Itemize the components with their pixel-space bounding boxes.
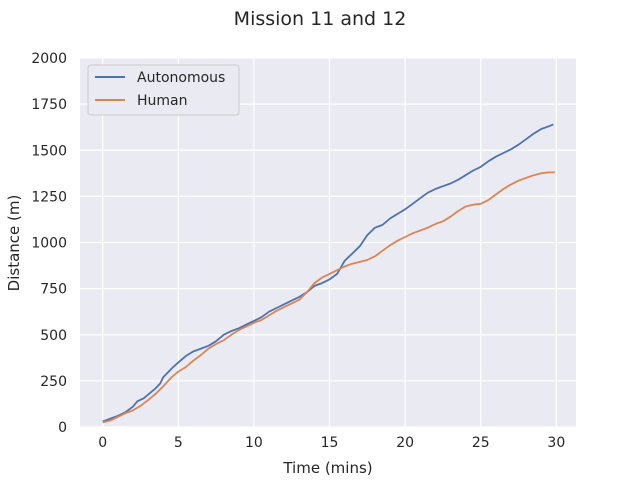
- y-tick-label: 1750: [31, 97, 67, 113]
- chart-title: Mission 11 and 12: [234, 8, 407, 30]
- legend: Autonomous Human: [87, 64, 240, 116]
- x-tick-label: 25: [472, 435, 490, 451]
- x-tick-label: 10: [245, 435, 263, 451]
- x-tick-label: 5: [174, 435, 183, 451]
- x-tick-label: 0: [98, 435, 107, 451]
- x-tick-label: 15: [321, 435, 339, 451]
- legend-label-autonomous: Autonomous: [137, 70, 225, 86]
- y-axis-label: Distance (m): [5, 195, 23, 292]
- legend-label-human: Human: [137, 93, 188, 109]
- y-tick-label: 750: [40, 282, 67, 298]
- y-tick-label: 500: [40, 328, 67, 344]
- y-tick-label: 1500: [31, 143, 67, 159]
- y-tick-label: 0: [58, 420, 67, 436]
- x-tick-label: 20: [396, 435, 414, 451]
- series-line-autonomous: [102, 123, 554, 423]
- y-tick-label: 1000: [31, 236, 67, 252]
- y-tick-label: 250: [40, 374, 67, 390]
- grid: [80, 57, 576, 428]
- series-line-human: [102, 171, 555, 424]
- tick-labels: 0 5 10 15 20 25 30 0 250 500 750 1000 1250 1500 1750 20…: [31, 51, 565, 451]
- series-group: [102, 123, 555, 424]
- y-tick-label: 1250: [31, 189, 67, 205]
- legend-box: [87, 64, 240, 116]
- x-axis-label: Time (mins): [282, 459, 372, 477]
- x-tick-label: 30: [547, 435, 565, 451]
- y-tick-label: 2000: [31, 51, 67, 67]
